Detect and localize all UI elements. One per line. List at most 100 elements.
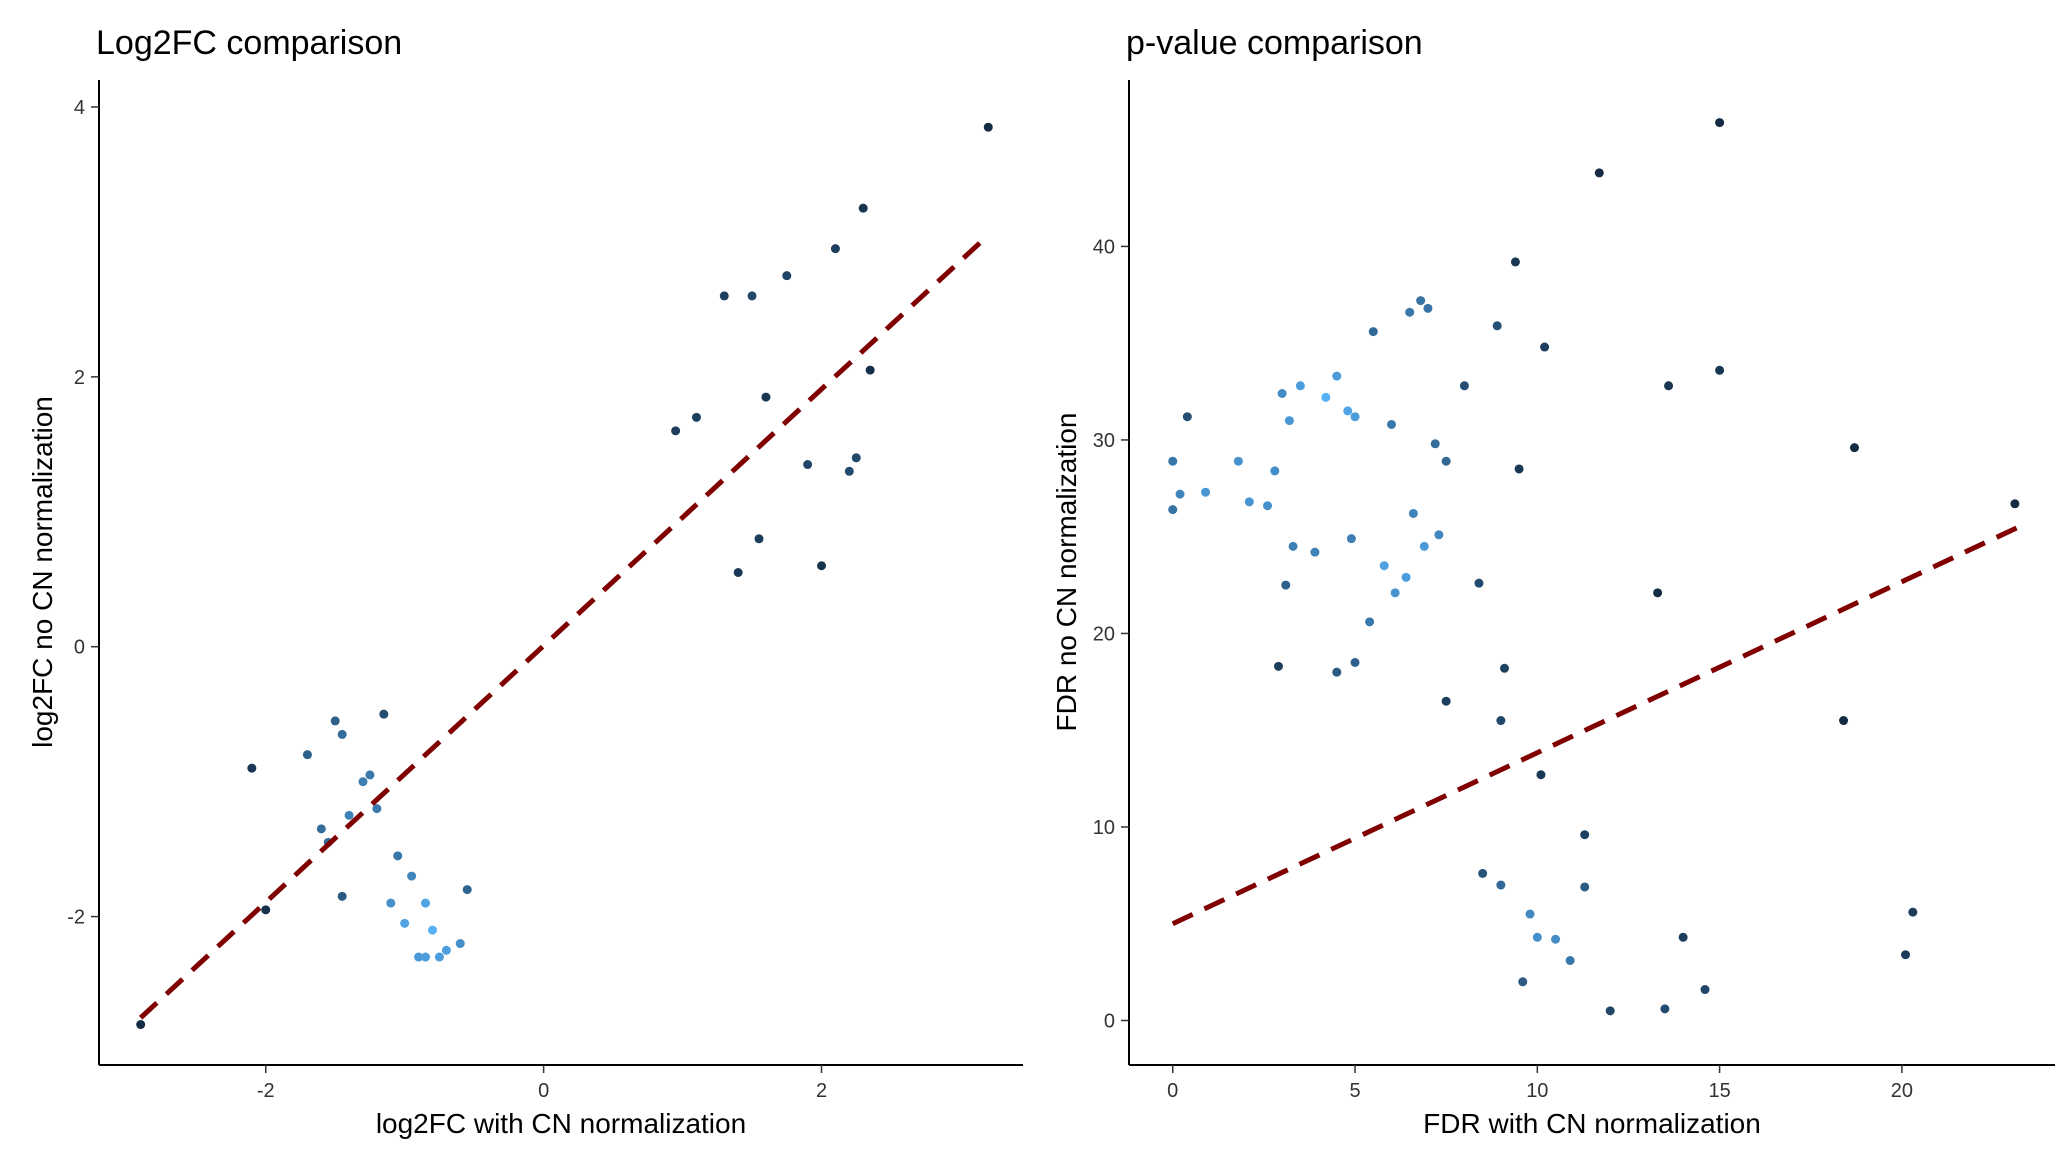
scatter-point [844, 466, 854, 476]
scatter-point [1379, 561, 1389, 571]
scatter-point [1492, 321, 1502, 331]
scatter-point [747, 291, 757, 301]
scatter-point [1430, 439, 1440, 449]
y-tick-label: 40 [1093, 236, 1115, 258]
scatter-point [1441, 696, 1451, 706]
x-axis-title: FDR with CN normalization [1423, 1108, 1761, 1139]
scatter-point [1653, 588, 1663, 598]
scatter-point [434, 952, 444, 962]
y-tick-label: 4 [74, 97, 85, 119]
scatter-point [386, 898, 396, 908]
scatter-point [817, 561, 827, 571]
scatter-point [719, 291, 729, 301]
scatter-point [733, 568, 743, 577]
scatter-point [865, 365, 875, 375]
scatter-point [1350, 657, 1360, 667]
scatter-point [1416, 296, 1426, 306]
scatter-point [462, 885, 472, 895]
scatter-point [421, 952, 431, 962]
scatter-point [1175, 489, 1185, 499]
scatter-point [1284, 416, 1294, 426]
scatter-point [803, 460, 813, 470]
scatter-point [1270, 466, 1280, 476]
y-tick-label: 0 [1104, 1010, 1115, 1032]
scatter-point [1474, 578, 1484, 588]
scatter-point [983, 122, 993, 132]
scatter-point [1401, 572, 1411, 582]
y-axis-ticks: 0 10 20 30 40 [1093, 236, 1129, 1032]
scatter-point [1273, 661, 1283, 671]
scatter-point [365, 770, 375, 780]
scatter-point [782, 271, 792, 281]
scatter-point [316, 824, 326, 834]
scatter-point [1514, 464, 1524, 474]
fit-line [1171, 524, 2020, 926]
scatter-point [1496, 880, 1506, 890]
scatter-point [1368, 327, 1378, 337]
scatter-point [1496, 716, 1506, 726]
scatter-point [1168, 456, 1178, 466]
scatter-point [1263, 501, 1273, 511]
scatter-point [337, 729, 347, 739]
scatter-point [1510, 257, 1520, 267]
scatter-point [136, 1020, 146, 1030]
y-tick-label: 2 [74, 367, 85, 389]
fit-line [138, 233, 990, 1020]
scatter-point [830, 244, 840, 254]
scatter-point [1281, 580, 1291, 590]
x-tick-label: -2 [257, 1080, 275, 1102]
scatter-point [2010, 499, 2020, 509]
scatter-point [1908, 907, 1918, 917]
x-tick-label: 5 [1349, 1080, 1360, 1102]
scatter-point [358, 777, 368, 787]
chart-title: p-value comparison [1126, 24, 1423, 62]
scatter-point [1288, 541, 1298, 551]
scatter-point [393, 851, 403, 861]
scatter-point [1605, 1006, 1615, 1016]
y-tick-label: 10 [1093, 817, 1115, 839]
scatter-point [1233, 456, 1243, 466]
scatter-point [400, 918, 410, 928]
scatter-point [1700, 985, 1710, 995]
scatter-point [1536, 770, 1546, 780]
scatter-point [1405, 307, 1415, 317]
scatter-point [1434, 530, 1444, 540]
scatter-point [1678, 932, 1688, 942]
scatter-point [1715, 118, 1725, 128]
scatter-point [754, 534, 764, 544]
scatter-point [1343, 406, 1353, 416]
chart-title: Log2FC comparison [96, 24, 402, 62]
scatter-point [1408, 508, 1418, 518]
y-axis-title: FDR no CN normalization [1051, 413, 1082, 732]
y-axis-ticks: -2 0 2 4 [67, 97, 99, 929]
scatter-point [1441, 456, 1451, 466]
scatter-point [1332, 371, 1342, 381]
scatter-point [337, 891, 347, 901]
scatter-point [1459, 381, 1469, 391]
scatter-point [1901, 950, 1911, 960]
scatter-point [407, 871, 417, 881]
x-tick-label: 10 [1526, 1080, 1548, 1102]
chart-p-value-comparison: p-value comparison 0 5 10 15 20 0 10 20 30 40 FD… [1051, 24, 2055, 1139]
scatter-point [1310, 547, 1320, 557]
scatter-point [379, 709, 389, 719]
scatter-point [1182, 412, 1192, 422]
scatter-point [1295, 381, 1305, 391]
scatter-point [1849, 443, 1859, 453]
scatter-point [1565, 956, 1575, 966]
scatter-point [455, 939, 465, 949]
x-tick-label: 0 [1167, 1080, 1178, 1102]
scatter-point [1532, 932, 1542, 942]
scatter-point [1715, 365, 1725, 375]
scatter-point [858, 203, 868, 213]
scatter-point [1580, 882, 1590, 892]
scatter-point [1423, 303, 1433, 313]
scatter-point [1244, 497, 1254, 507]
scatter-point [1321, 392, 1331, 402]
scatter-point [441, 945, 451, 955]
x-tick-label: 2 [816, 1080, 827, 1102]
scatter-point [1660, 1004, 1670, 1014]
y-tick-label: 30 [1093, 430, 1115, 452]
scatter-point [372, 804, 382, 814]
scatter-point [1350, 412, 1360, 422]
